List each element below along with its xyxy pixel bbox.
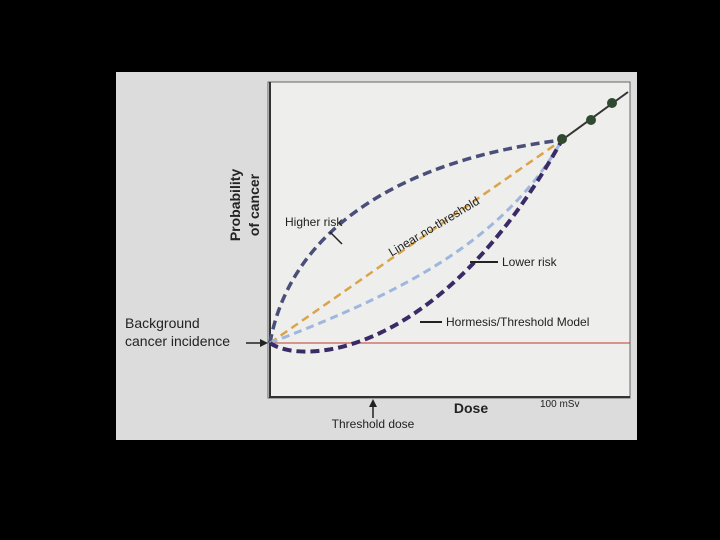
background-label: cancer incidence	[125, 333, 230, 349]
hormesis-curve	[268, 139, 564, 354]
y-label: of cancer	[246, 173, 262, 236]
data-point	[557, 134, 567, 144]
lower-risk-curve	[269, 139, 564, 345]
x-label: Dose	[454, 400, 488, 416]
higher-risk-curve	[268, 138, 563, 344]
threshold-label: Threshold dose	[332, 417, 415, 431]
background-label: Background	[125, 315, 200, 331]
data-point	[607, 98, 617, 108]
pointer	[329, 231, 343, 245]
y-label: Probability	[227, 169, 243, 242]
curve-label: Higher risk	[285, 215, 343, 229]
curve-label: Hormesis/Threshold Model	[446, 315, 589, 329]
curve-label: Lower risk	[502, 255, 558, 269]
x-marker: 100 mSv	[540, 399, 579, 410]
data-point	[586, 115, 596, 125]
arrow-head	[369, 399, 377, 407]
linear-curve	[269, 138, 563, 345]
arrow-head	[260, 339, 268, 347]
data-line	[561, 91, 629, 141]
